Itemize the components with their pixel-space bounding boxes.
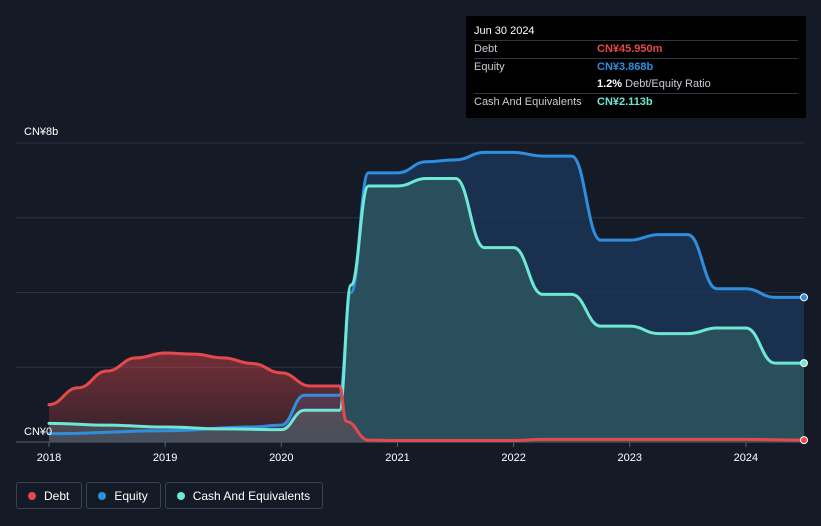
x-tick-label-2023: 2023: [618, 452, 642, 464]
tooltip-debt-label: Debt: [474, 43, 498, 55]
x-tick-label-2022: 2022: [501, 452, 525, 464]
series-endpoints: [800, 293, 808, 445]
tooltip-row-cash: Cash And Equivalents CN¥2.113b: [474, 93, 798, 111]
x-tick-label-2018: 2018: [37, 452, 61, 464]
legend-item-equity[interactable]: Equity: [86, 482, 161, 509]
x-tick-label-2021: 2021: [385, 452, 409, 464]
tooltip-cash-value: CN¥2.113b: [597, 96, 653, 108]
y-axis-bottom-label: CN¥0: [24, 426, 52, 438]
tooltip-equity-value: CN¥3.868b: [597, 61, 654, 73]
tooltip-equity-label: Equity: [474, 61, 505, 73]
y-axis-top-label: CN¥8b: [24, 126, 58, 138]
series-lines: [47, 150, 806, 443]
tooltip-row-ratio: 1.2% Debt/Equity Ratio: [474, 76, 798, 93]
tooltip-ratio-label: Debt/Equity Ratio: [625, 78, 711, 90]
tooltip-date: Jun 30 2024: [474, 25, 535, 37]
x-tick-label-2020: 2020: [269, 452, 293, 464]
tooltip-debt-value: CN¥45.950m: [597, 43, 663, 55]
legend-dot-debt: [28, 491, 36, 500]
x-axis-ticks: 2018 2019 2020 2021 2022 2023 2024: [37, 442, 758, 464]
line-cash-and-equivalents: [47, 177, 806, 432]
area-cash-and-equivalents: [49, 178, 804, 442]
tooltip-panel: Jun 30 2024 Debt CN¥45.950m Equity CN¥3.…: [466, 16, 806, 118]
area-debt: [49, 353, 804, 442]
legend-label-debt: Debt: [44, 488, 70, 503]
tooltip-ratio-value: 1.2%: [597, 78, 623, 90]
x-tick-label-2024: 2024: [734, 452, 758, 464]
tooltip-row-equity: Equity CN¥3.868b: [474, 58, 798, 76]
endpoint-cash-and-equivalents: [800, 359, 808, 368]
line-debt: [47, 351, 806, 443]
legend-item-debt[interactable]: Debt: [16, 482, 83, 509]
legend-label-equity: Equity: [114, 488, 148, 503]
line-equity: [47, 150, 806, 436]
legend-label-cash: Cash And Equivalents: [192, 488, 311, 503]
endpoint-debt: [800, 436, 808, 445]
legend-dot-equity: [98, 491, 107, 500]
legend-item-cash[interactable]: Cash And Equivalents: [164, 482, 324, 509]
tooltip-row-debt: Debt CN¥45.950m: [474, 40, 798, 58]
legend-dot-cash: [176, 491, 185, 500]
endpoint-equity: [800, 293, 808, 302]
series-areas: [49, 152, 804, 442]
legend: Debt Equity Cash And Equivalents: [16, 482, 324, 509]
x-tick-label-2019: 2019: [153, 452, 177, 464]
tooltip-cash-label: Cash And Equivalents: [474, 96, 582, 108]
